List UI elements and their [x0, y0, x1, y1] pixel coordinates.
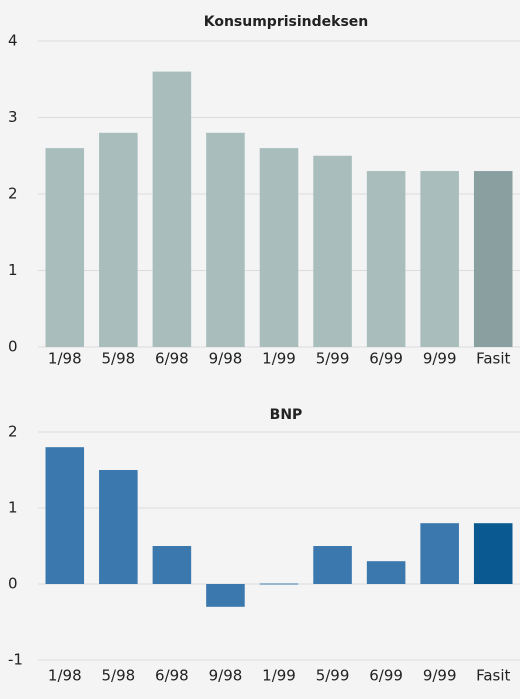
x-tick-label: Fasit — [476, 667, 510, 685]
x-tick-label: 6/99 — [369, 667, 403, 685]
y-tick-label: 3 — [8, 108, 18, 126]
x-tick-label: 9/98 — [209, 667, 243, 685]
bar — [259, 583, 299, 585]
y-tick-label: 0 — [8, 338, 18, 356]
x-tick-label: 6/99 — [369, 350, 403, 368]
y-tick-label: 0 — [8, 575, 18, 593]
y-tick-label: 4 — [8, 32, 18, 50]
y-tick-label: 1 — [8, 499, 18, 517]
y-tick-label: 2 — [8, 185, 18, 203]
x-tick-label: 5/98 — [101, 350, 135, 368]
x-tick-label: 1/99 — [262, 350, 296, 368]
x-tick-label: 6/98 — [155, 350, 189, 368]
x-tick-label: 1/99 — [262, 667, 296, 685]
bar — [366, 171, 406, 347]
bar — [420, 171, 459, 347]
y-tick-label: 2 — [8, 423, 18, 441]
bar — [366, 561, 406, 584]
bar — [206, 132, 245, 347]
x-tick-label: 1/98 — [48, 350, 82, 368]
x-tick-label: 9/99 — [423, 350, 457, 368]
bar — [99, 470, 138, 584]
bar — [473, 523, 513, 584]
bar — [206, 584, 245, 607]
chart-title: BNP — [270, 407, 303, 423]
x-tick-label: 1/98 — [48, 667, 82, 685]
y-tick-label: 1 — [8, 261, 18, 279]
x-tick-label: 6/98 — [155, 667, 189, 685]
x-tick-label: 9/98 — [209, 350, 243, 368]
bar — [313, 155, 352, 347]
bar — [152, 546, 192, 584]
bar — [45, 148, 85, 347]
y-tick-label: -1 — [8, 651, 23, 669]
bar — [420, 523, 459, 584]
bar — [313, 546, 352, 584]
x-tick-label: 5/98 — [101, 667, 135, 685]
bar — [152, 71, 192, 347]
bar — [45, 447, 85, 584]
x-tick-label: 5/99 — [316, 667, 350, 685]
chart-title: Konsumprisindeksen — [204, 14, 369, 30]
bar — [259, 148, 299, 347]
bar — [473, 171, 513, 347]
x-tick-label: 5/99 — [316, 350, 350, 368]
x-tick-label: 9/99 — [423, 667, 457, 685]
x-tick-label: Fasit — [476, 350, 510, 368]
bar — [99, 132, 138, 347]
